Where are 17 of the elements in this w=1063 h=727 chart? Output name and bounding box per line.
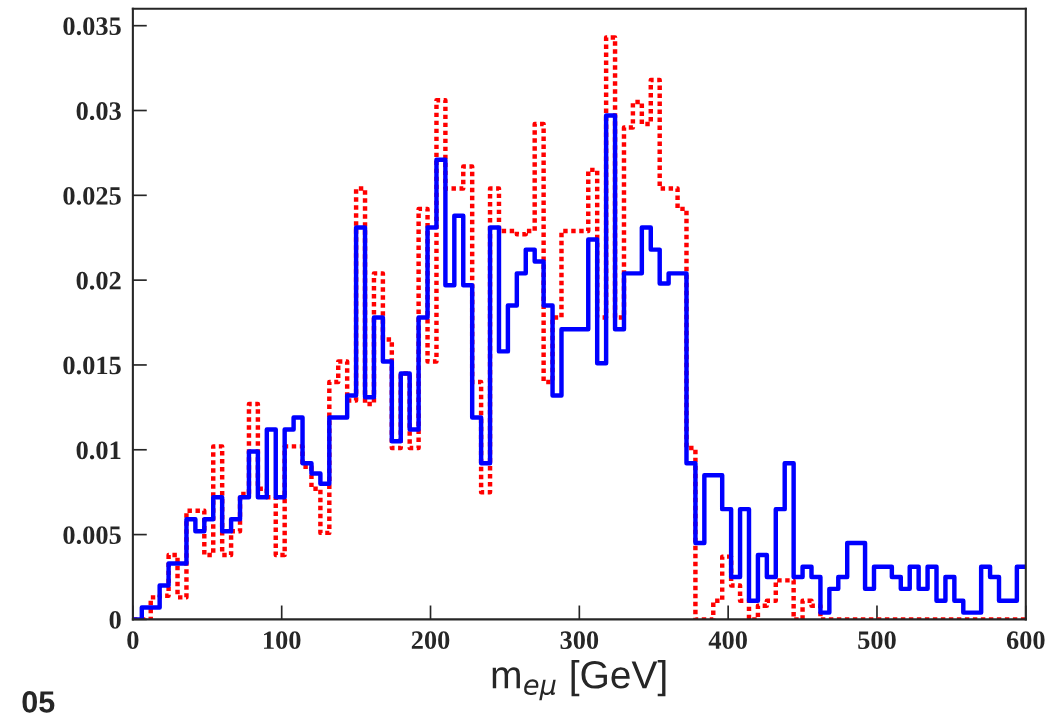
x-tick-label: 400 bbox=[708, 631, 747, 650]
y-tick-label: 0.015 bbox=[63, 356, 121, 375]
y-tick-label: 0.01 bbox=[76, 441, 121, 460]
x-tick-label: 0 bbox=[127, 631, 139, 650]
y-tick-label: 0.035 bbox=[63, 17, 121, 36]
x-tick-label: 100 bbox=[264, 631, 301, 650]
y-tick-label: 0.03 bbox=[76, 102, 121, 121]
y-tick-label: 0.005 bbox=[63, 526, 121, 545]
x-tick-label: 500 bbox=[858, 631, 896, 650]
y-tick-label: 0.025 bbox=[63, 186, 121, 205]
x-axis-title: m$_{eμ}$ [GeV] bbox=[492, 660, 666, 701]
x-tick-label: 300 bbox=[560, 631, 599, 650]
text: 05 bbox=[22, 691, 55, 713]
x-tick-label: 600 bbox=[1006, 631, 1045, 650]
y-tick-label: 0 bbox=[109, 611, 121, 629]
y-tick-label: 0.02 bbox=[76, 271, 121, 290]
x-tick-label: 200 bbox=[411, 631, 450, 650]
